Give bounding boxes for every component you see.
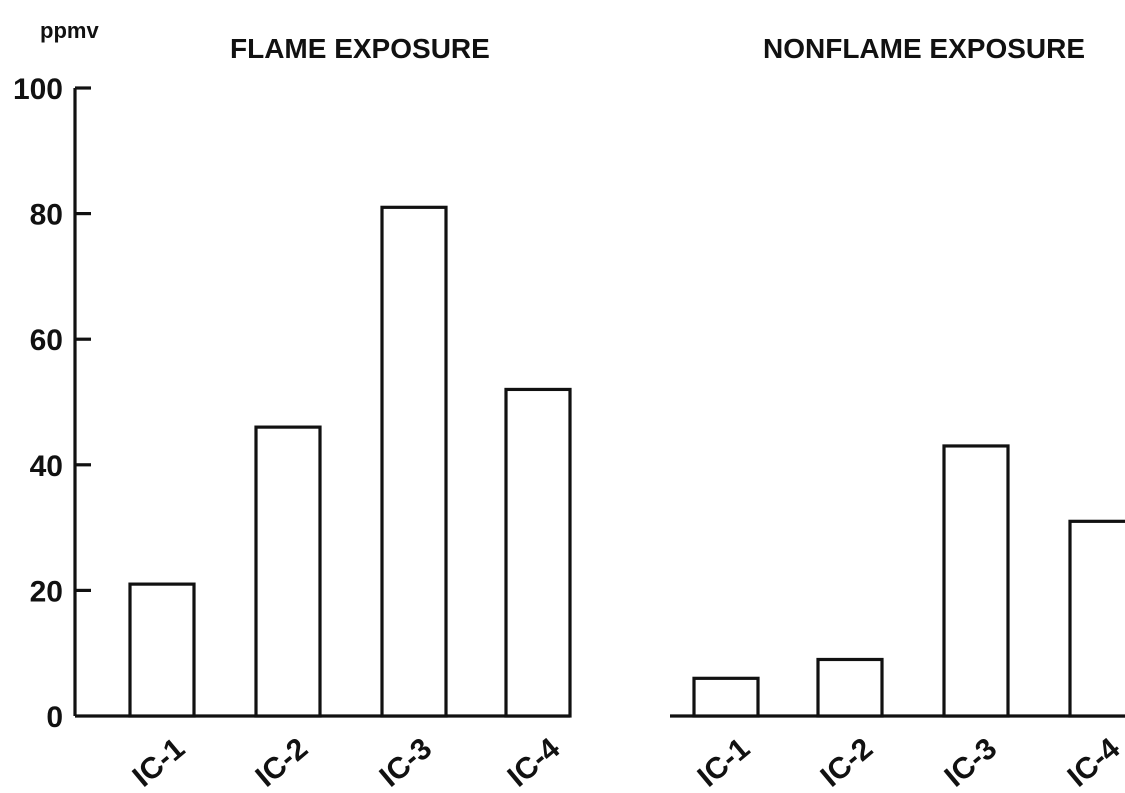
right-chart-title: NONFLAME EXPOSURE xyxy=(763,33,1085,64)
x-category-label: IC-2 xyxy=(815,732,880,793)
bar-ic-3 xyxy=(380,205,448,718)
x-category-label: IC-2 xyxy=(250,732,315,793)
bar-ic-3 xyxy=(942,444,1010,718)
bar-ic-1 xyxy=(128,582,196,718)
bar-ic-2 xyxy=(254,425,322,718)
right-bar-panel: IC-1 IC-2 IC-3 IC-4 xyxy=(670,444,1125,793)
x-category-label: IC-3 xyxy=(374,732,439,793)
bar-ic-4 xyxy=(1068,519,1125,718)
y-tick-label: 100 xyxy=(13,73,63,106)
chart-marks: 0 20 40 60 80 100 IC-1 IC-2 IC-3 IC-4 IC-1 IC-2 IC-3… xyxy=(13,73,1125,793)
y-tick-label: 60 xyxy=(30,324,63,357)
x-category-label: IC-1 xyxy=(692,732,757,793)
left-chart-title: FLAME EXPOSURE xyxy=(230,33,490,64)
y-tick-label: 20 xyxy=(30,575,63,608)
left-bar-panel: 0 20 40 60 80 100 IC-1 IC-2 IC-3 IC-4 xyxy=(13,73,572,793)
bar-ic-2 xyxy=(816,657,884,718)
x-category-label: IC-3 xyxy=(939,732,1004,793)
bar-ic-1 xyxy=(692,676,760,718)
bar-ic-4 xyxy=(504,387,572,718)
y-unit-label: ppmv xyxy=(40,18,99,43)
y-tick-label: 0 xyxy=(46,701,63,734)
y-tick-label: 40 xyxy=(30,450,63,483)
x-category-label: IC-4 xyxy=(1062,732,1125,793)
x-category-label: IC-1 xyxy=(127,732,192,793)
x-category-label: IC-4 xyxy=(502,732,567,793)
y-tick-label: 80 xyxy=(30,199,63,232)
